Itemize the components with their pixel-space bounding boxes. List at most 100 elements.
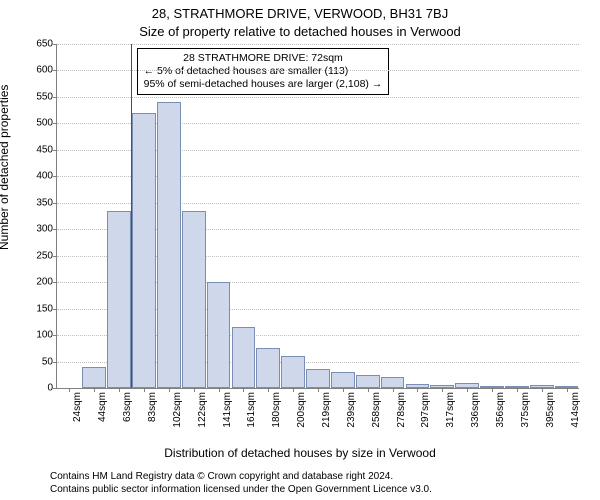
chart-container: 28, STRATHMORE DRIVE, VERWOOD, BH31 7BJ … — [0, 0, 600, 500]
attribution-line-1: Contains HM Land Registry data © Crown c… — [50, 470, 432, 483]
ytick-mark — [53, 123, 57, 124]
xtick-mark — [517, 388, 518, 392]
xtick-mark — [94, 388, 95, 392]
xtick-mark — [293, 388, 294, 392]
subject-marker-line — [131, 44, 132, 388]
xtick-mark — [393, 388, 394, 392]
ytick-label: 650 — [36, 39, 53, 50]
xtick-label: 356sqm — [495, 392, 506, 428]
histogram-bar — [381, 377, 405, 388]
annotation-line-3: 95% of semi-detached houses are larger (… — [144, 78, 383, 91]
histogram-bar — [356, 375, 380, 388]
histogram-bar — [331, 372, 355, 388]
histogram-bar — [232, 327, 256, 388]
ytick-mark — [53, 335, 57, 336]
histogram-bar — [306, 369, 330, 388]
ytick-label: 300 — [36, 224, 53, 235]
xtick-label: 239sqm — [346, 392, 357, 428]
ytick-mark — [53, 282, 57, 283]
x-axis-label: Distribution of detached houses by size … — [0, 446, 600, 460]
xtick-label: 63sqm — [122, 392, 133, 422]
ytick-mark — [53, 44, 57, 45]
ytick-label: 250 — [36, 250, 53, 261]
xtick-mark — [69, 388, 70, 392]
histogram-bar — [281, 356, 305, 388]
attribution-line-2: Contains public sector information licen… — [50, 483, 432, 496]
ytick-mark — [53, 256, 57, 257]
grid-line — [57, 44, 579, 45]
xtick-label: 83sqm — [147, 392, 158, 422]
xtick-mark — [567, 388, 568, 392]
xtick-mark — [467, 388, 468, 392]
ytick-label: 0 — [47, 383, 53, 394]
ytick-label: 450 — [36, 144, 53, 155]
xtick-label: 141sqm — [222, 392, 233, 428]
xtick-label: 180sqm — [271, 392, 282, 428]
xtick-mark — [542, 388, 543, 392]
grid-line — [57, 97, 579, 98]
xtick-label: 317sqm — [445, 392, 456, 428]
xtick-label: 44sqm — [97, 392, 108, 422]
histogram-bar — [132, 113, 156, 388]
grid-line — [57, 70, 579, 71]
histogram-bar — [157, 102, 181, 388]
ytick-mark — [53, 388, 57, 389]
xtick-mark — [144, 388, 145, 392]
xtick-mark — [268, 388, 269, 392]
xtick-label: 258sqm — [371, 392, 382, 428]
xtick-label: 395sqm — [545, 392, 556, 428]
ytick-label: 200 — [36, 277, 53, 288]
histogram-bar — [256, 348, 280, 388]
annotation-box: 28 STRATHMORE DRIVE: 72sqm ← 5% of detac… — [137, 48, 390, 95]
title-line-2: Size of property relative to detached ho… — [0, 24, 600, 39]
ytick-mark — [53, 97, 57, 98]
title-line-1: 28, STRATHMORE DRIVE, VERWOOD, BH31 7BJ — [0, 6, 600, 21]
ytick-mark — [53, 150, 57, 151]
histogram-bar — [107, 211, 131, 388]
ytick-label: 350 — [36, 197, 53, 208]
xtick-mark — [169, 388, 170, 392]
xtick-mark — [417, 388, 418, 392]
annotation-line-2: ← 5% of detached houses are smaller (113… — [144, 65, 383, 78]
ytick-label: 150 — [36, 303, 53, 314]
histogram-bar — [82, 367, 106, 388]
y-axis-label: Number of detached properties — [0, 85, 11, 250]
ytick-mark — [53, 203, 57, 204]
ytick-mark — [53, 362, 57, 363]
xtick-label: 102sqm — [172, 392, 183, 428]
ytick-label: 500 — [36, 118, 53, 129]
histogram-bar — [182, 211, 206, 388]
xtick-mark — [318, 388, 319, 392]
xtick-mark — [194, 388, 195, 392]
ytick-label: 100 — [36, 330, 53, 341]
xtick-mark — [368, 388, 369, 392]
xtick-label: 297sqm — [420, 392, 431, 428]
xtick-label: 122sqm — [197, 392, 208, 428]
xtick-mark — [219, 388, 220, 392]
xtick-label: 336sqm — [470, 392, 481, 428]
ytick-label: 400 — [36, 171, 53, 182]
xtick-mark — [442, 388, 443, 392]
annotation-line-1: 28 STRATHMORE DRIVE: 72sqm — [144, 52, 383, 65]
ytick-label: 50 — [42, 356, 53, 367]
ytick-mark — [53, 70, 57, 71]
attribution: Contains HM Land Registry data © Crown c… — [50, 470, 432, 496]
xtick-label: 219sqm — [321, 392, 332, 428]
plot-area: 28 STRATHMORE DRIVE: 72sqm ← 5% of detac… — [56, 44, 579, 389]
ytick-mark — [53, 229, 57, 230]
xtick-label: 161sqm — [246, 392, 257, 428]
xtick-mark — [119, 388, 120, 392]
ytick-mark — [53, 309, 57, 310]
xtick-mark — [492, 388, 493, 392]
xtick-mark — [343, 388, 344, 392]
xtick-mark — [243, 388, 244, 392]
xtick-label: 375sqm — [520, 392, 531, 428]
ytick-label: 600 — [36, 65, 53, 76]
xtick-label: 278sqm — [396, 392, 407, 428]
histogram-bar — [207, 282, 231, 388]
xtick-label: 200sqm — [296, 392, 307, 428]
xtick-label: 24sqm — [72, 392, 83, 422]
xtick-label: 414sqm — [570, 392, 581, 428]
ytick-mark — [53, 176, 57, 177]
ytick-label: 550 — [36, 91, 53, 102]
